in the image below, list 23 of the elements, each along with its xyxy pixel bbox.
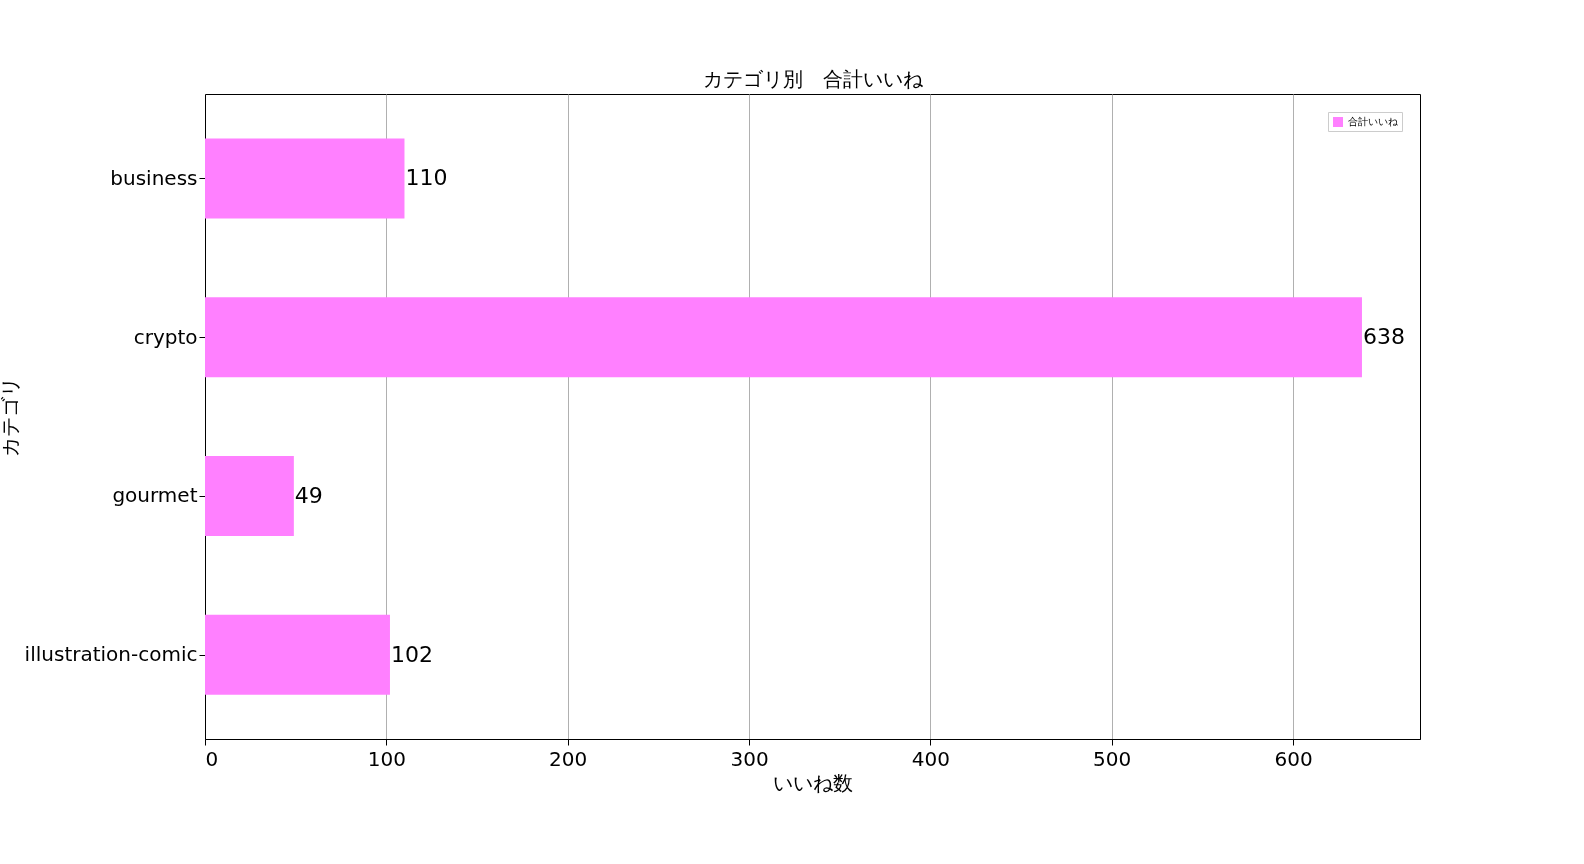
y-tick-label: crypto — [133, 324, 198, 349]
x-tick-label: 500 — [1093, 746, 1132, 771]
data-label: 110 — [405, 165, 448, 191]
bar — [205, 138, 405, 219]
data-label: 102 — [390, 641, 433, 667]
data-label: 49 — [294, 482, 323, 508]
bar — [205, 614, 390, 695]
y-tick-label: business — [110, 165, 198, 190]
bar — [205, 297, 1362, 378]
y-tick-label: illustration-comic — [24, 642, 198, 667]
x-tick-label: 400 — [911, 746, 950, 771]
y-tick-label: gourmet — [112, 483, 198, 508]
bar — [205, 455, 294, 536]
legend-label: 合計いいね — [1348, 116, 1399, 127]
chart-title: カテゴリ別 合計いいね — [702, 67, 924, 91]
x-tick-label: 600 — [1274, 746, 1313, 771]
x-axis-title: いいね数 — [773, 770, 853, 795]
y-axis-title: カテゴリ — [0, 377, 22, 457]
x-tick-label: 200 — [549, 746, 588, 771]
data-label: 638 — [1362, 324, 1405, 350]
x-tick-label: 0 — [205, 746, 219, 771]
x-tick-label: 100 — [367, 746, 406, 771]
x-tick-label: 300 — [730, 746, 769, 771]
